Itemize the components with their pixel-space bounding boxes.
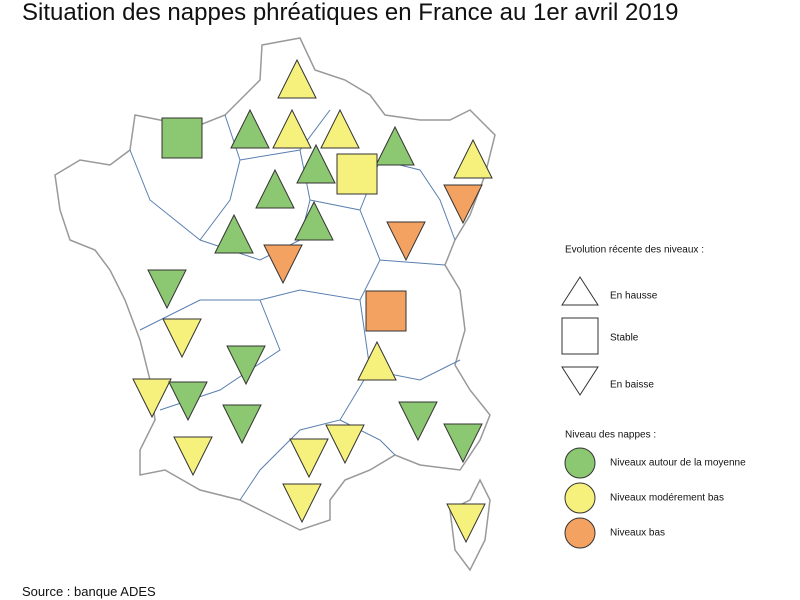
square (336, 153, 378, 195)
triangle-up (272, 108, 312, 149)
source: Source : banque ADES (22, 584, 156, 599)
legend-label: En baisse (610, 380, 654, 391)
triangle-up (214, 213, 254, 254)
triangle-up (357, 340, 397, 381)
legend-swatch (564, 447, 596, 479)
triangle-down (168, 381, 208, 422)
square (365, 290, 407, 332)
legend-label: Stable (610, 333, 639, 344)
triangle-up (320, 108, 360, 149)
triangle-down (162, 318, 202, 359)
triangle-down (222, 404, 262, 445)
triangle-down (226, 345, 266, 386)
triangle-down (443, 423, 483, 464)
legend-label: Niveaux autour de la moyenne (610, 458, 746, 469)
triangle-down (132, 378, 172, 419)
legend-stable (561, 317, 599, 355)
title: Situation des nappes phréatiques en Fran… (22, 0, 678, 26)
triangle-up (375, 125, 415, 166)
triangle-down (446, 503, 486, 544)
legend-label: Niveaux bas (610, 528, 665, 539)
legend-swatch (564, 482, 596, 514)
legend-swatch (564, 517, 596, 549)
square (161, 117, 203, 159)
legend-label: Niveaux modérement bas (610, 493, 724, 504)
triangle-down (325, 424, 365, 465)
legend-label: En hausse (610, 291, 658, 302)
triangle-down (443, 184, 483, 225)
legend-up (561, 276, 599, 306)
legend-title: Niveau des nappes : (565, 430, 656, 441)
triangle-up (255, 168, 295, 209)
triangle-up (453, 138, 493, 179)
legend: Evolution récente des niveaux : En hauss… (561, 245, 746, 549)
triangle-up (277, 58, 317, 99)
markers (132, 58, 493, 544)
triangle-up (230, 108, 270, 149)
triangle-down (173, 436, 213, 477)
triangle-up (294, 200, 334, 241)
triangle-down (147, 269, 187, 310)
triangle-down (263, 244, 303, 285)
france-outline (54, 37, 496, 572)
legend-down (561, 366, 599, 396)
triangle-down (398, 401, 438, 442)
triangle-down (386, 221, 426, 262)
triangle-down (289, 438, 329, 479)
triangle-down (282, 483, 322, 524)
legend-title: Evolution récente des niveaux : (565, 245, 704, 256)
triangle-up (296, 143, 336, 184)
